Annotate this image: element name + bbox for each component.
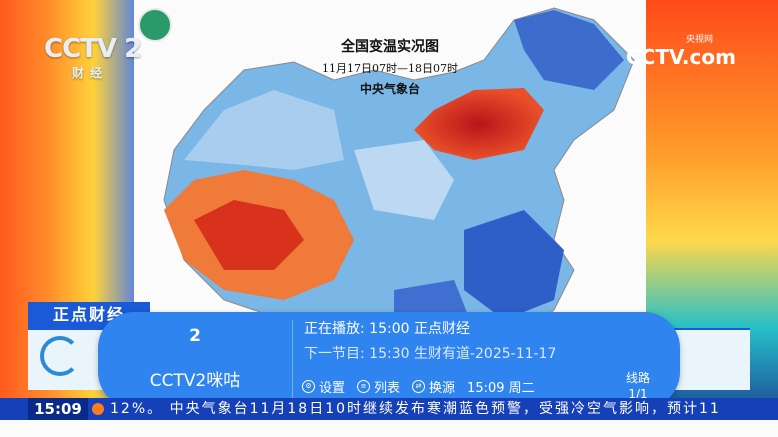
cctv-com-logo-text: CCTV.com: [626, 45, 736, 69]
overlay-controls: ⚙ 设置 ≡ 列表 ⇄ 换源 15:09 周二: [302, 377, 535, 396]
list-button[interactable]: ≡ 列表: [357, 377, 400, 396]
map-bottom-strip: [0, 420, 778, 437]
settings-button[interactable]: ⚙ 设置: [302, 377, 345, 396]
route-selector[interactable]: 线路 1/1: [620, 370, 656, 402]
ticker-text: 12%。 中央气象台11月18日10时继续发布寒潮蓝色预警，受强冷空气影响，预计…: [110, 401, 721, 417]
cctv2-logo: CCTV 2 财经: [44, 34, 142, 81]
next-program: 下一节目: 15:30 生财有道-2025-11-17: [304, 346, 557, 362]
ticker-clock: 15:09: [28, 398, 88, 420]
overlay-divider: [292, 320, 293, 400]
gear-icon: ⚙: [302, 380, 315, 393]
route-label: 线路: [625, 371, 650, 385]
channel-name: CCTV2咪咕: [149, 371, 241, 391]
ticker-logo-icon: [92, 403, 104, 415]
now-playing: 正在播放: 15:00 正点财经: [304, 321, 470, 337]
route-value: 1/1: [628, 387, 648, 401]
channel-number: 2: [189, 326, 201, 346]
settings-label: 设置: [319, 381, 346, 396]
list-label: 列表: [374, 381, 401, 396]
cctv2-logo-sub: 财经: [72, 66, 109, 80]
weather-agency-emblem: [138, 8, 172, 42]
list-icon: ≡: [357, 380, 371, 393]
switch-icon: ⇄: [412, 380, 426, 393]
cctv-com-logo: 央视网 CCTV.com: [626, 35, 736, 69]
temperature-map-graphic: [163, 7, 635, 416]
map-agency: 中央气象台: [359, 82, 420, 96]
program-logo-icon: [40, 336, 80, 376]
switch-source-button[interactable]: ⇄ 换源: [412, 377, 455, 396]
time-day: 15:09 周二: [467, 381, 535, 396]
map-time-range: 11月17日07时—18日07时: [322, 62, 458, 75]
news-ticker: [0, 398, 778, 420]
weather-map: 全国变温实况图 11月17日07时—18日07时 中央气象台: [134, 0, 646, 437]
cctv2-logo-text: CCTV 2: [44, 34, 142, 64]
cctv-com-logo-sub: 央视网: [686, 35, 714, 45]
map-title: 全国变温实况图: [341, 39, 439, 55]
switch-source-label: 换源: [429, 381, 456, 396]
channel-card[interactable]: 2 CCTV2咪咕: [98, 312, 292, 408]
channel-info-overlay: [98, 312, 680, 408]
